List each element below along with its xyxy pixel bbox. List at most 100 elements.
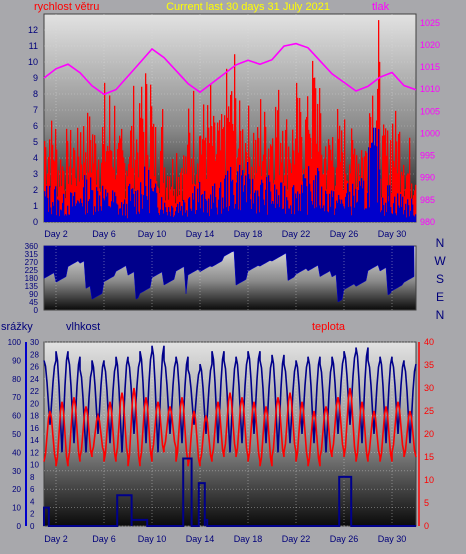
wind-gust-bar xyxy=(104,82,106,222)
wind-gust-bar xyxy=(231,91,233,222)
wind-average-bar xyxy=(330,206,332,222)
wind-gust-bar xyxy=(185,156,187,222)
wind-average-bar xyxy=(390,206,392,222)
wind-gust-bar xyxy=(195,185,197,222)
wind-average-bar xyxy=(197,188,199,222)
rain-y-tick-label: 6 xyxy=(30,485,35,494)
wind-gust-bar xyxy=(288,146,290,222)
wind-average-bar xyxy=(386,212,388,222)
wind-average-bar xyxy=(157,207,159,222)
wind-average-bar xyxy=(377,202,379,222)
wind-gust-bar xyxy=(392,123,394,222)
wind-average-bar xyxy=(85,214,87,222)
temperature-y-tick-label: 5 xyxy=(424,498,429,508)
wind-average-bar xyxy=(249,178,251,222)
wind-average-bar xyxy=(317,167,319,222)
wind-average-bar xyxy=(216,207,218,222)
wind-gust-bar xyxy=(182,201,184,222)
wind-average-bar xyxy=(397,193,399,222)
wind-x-tick-label: Day 2 xyxy=(44,229,68,239)
wind-average-bar xyxy=(122,215,124,222)
wind-average-bar xyxy=(351,215,353,222)
wind-average-bar xyxy=(193,199,195,222)
wind-gust-bar xyxy=(65,198,67,222)
temperature-y-tick-label: 25 xyxy=(424,406,434,416)
wind-average-bar xyxy=(187,216,189,222)
wind-average-bar xyxy=(376,146,378,222)
direction-y-tick-label: 315 xyxy=(25,250,39,259)
wind-average-bar xyxy=(328,212,330,222)
wind-average-bar xyxy=(105,189,107,222)
rain-y-tick-label: 10 xyxy=(30,461,39,470)
wind-gust-bar xyxy=(232,123,234,222)
wind-gust-bar xyxy=(258,138,260,222)
direction-y-tick-label: 135 xyxy=(25,282,39,291)
wind-gust-bar xyxy=(356,155,358,222)
wind-gust-bar xyxy=(310,137,312,222)
wind-gust-bar xyxy=(193,90,195,222)
wind-gust-bar xyxy=(205,137,207,222)
wind-average-bar xyxy=(339,199,341,222)
wind-gust-bar xyxy=(98,159,100,222)
wind-average-bar xyxy=(409,216,411,222)
wind-gust-bar xyxy=(334,189,336,222)
wind-average-bar xyxy=(303,174,305,222)
direction-series-area xyxy=(43,245,415,303)
wind-gust-bar xyxy=(343,189,345,222)
temperature-series-line xyxy=(43,387,417,467)
wind-average-bar xyxy=(364,209,366,222)
wind-average-bar xyxy=(61,210,63,222)
wind-x-tick-label: Day 30 xyxy=(378,229,407,239)
wind-average-bar xyxy=(203,212,205,222)
wind-average-bar xyxy=(259,212,261,222)
wind-average-bar xyxy=(112,190,114,222)
wind-gust-bar xyxy=(188,108,190,222)
wind-gust-bar xyxy=(224,115,226,222)
wind-gust-bar xyxy=(50,187,52,222)
temperature-y-tick-label: 40 xyxy=(424,337,434,347)
humidity-y-tick-label: 10 xyxy=(12,504,21,513)
wind-gust-bar xyxy=(383,124,385,222)
wind-average-bar xyxy=(72,206,74,222)
wind-gust-bar xyxy=(285,129,287,222)
wind-average-bar xyxy=(93,214,95,222)
wind-gust-bar xyxy=(291,173,293,222)
wind-average-bar xyxy=(161,197,163,222)
wind-average-bar xyxy=(344,208,346,222)
wind-gust-bar xyxy=(81,164,83,222)
wind-gust-bar xyxy=(251,166,253,222)
wind-gust-bar xyxy=(44,140,46,222)
wind-average-bar xyxy=(350,206,352,222)
wind-average-bar xyxy=(250,199,252,222)
wind-average-bar xyxy=(340,203,342,222)
wind-gust-bar xyxy=(218,130,220,222)
wind-average-bar xyxy=(267,214,269,222)
wind-x-tick-label: Day 10 xyxy=(138,229,167,239)
wind-average-bar xyxy=(229,205,231,222)
wind-average-bar xyxy=(218,199,220,222)
wind-gust-bar xyxy=(307,96,309,222)
wind-average-bar xyxy=(334,214,336,222)
wind-average-bar xyxy=(211,208,213,222)
wind-gust-bar xyxy=(280,142,282,222)
wind-average-bar xyxy=(111,201,113,222)
wind-gust-bar xyxy=(297,97,299,222)
wind-average-bar xyxy=(256,213,258,222)
wind-gust-bar xyxy=(404,196,406,222)
wind-gust-bar xyxy=(216,154,218,222)
wind-gust-bar xyxy=(59,186,61,222)
wind-average-bar xyxy=(411,198,413,222)
wind-average-bar xyxy=(156,192,158,222)
wind-average-bar xyxy=(174,215,176,222)
wind-average-bar xyxy=(191,210,193,222)
wind-average-bar xyxy=(319,205,321,222)
wind-average-bar xyxy=(169,211,171,222)
humidity-y-tick-label: 60 xyxy=(12,412,21,421)
wind-average-bar xyxy=(181,205,183,222)
wind-gust-bar xyxy=(66,128,68,222)
wind-gust-bar xyxy=(87,112,89,222)
wind-average-bar xyxy=(384,215,386,222)
wind-gust-bar xyxy=(110,150,112,222)
wind-average-bar xyxy=(50,207,52,222)
wind-gust-bar xyxy=(117,149,119,222)
